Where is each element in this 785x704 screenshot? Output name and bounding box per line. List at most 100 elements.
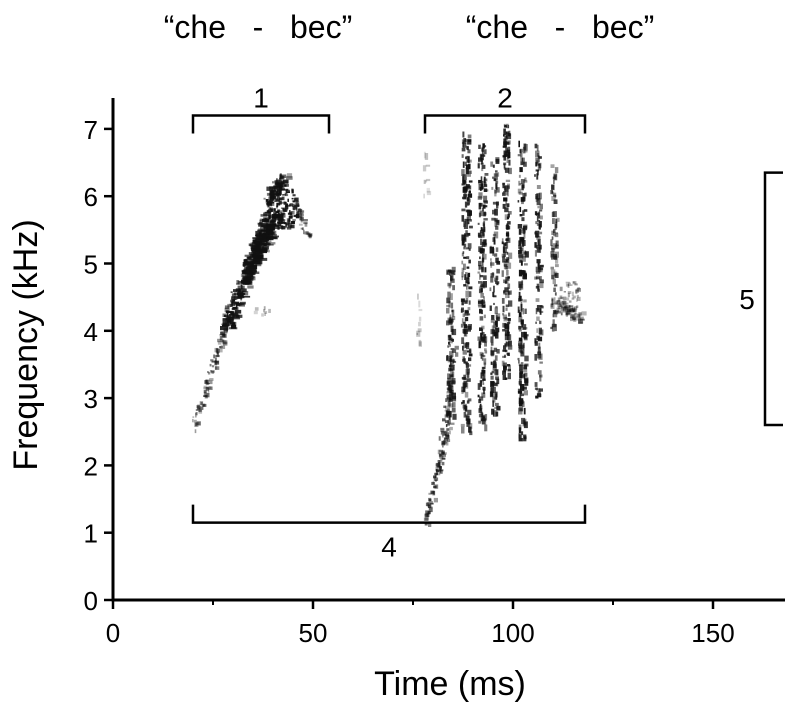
spectrogram-mark bbox=[506, 321, 510, 325]
bracket-4 bbox=[191, 504, 587, 524]
spectrogram-mark bbox=[254, 248, 262, 252]
spectrogram-mark bbox=[424, 513, 429, 517]
spectrogram-mark bbox=[520, 362, 524, 366]
spectrogram-mark bbox=[448, 339, 453, 344]
spectrogram-mark bbox=[225, 322, 227, 326]
spectrogram-mark bbox=[463, 361, 469, 364]
spectrogram-mark bbox=[276, 195, 280, 200]
spectrogram-mark bbox=[254, 307, 259, 311]
spectrogram-mark bbox=[507, 146, 511, 151]
spectrogram-mark bbox=[502, 305, 505, 313]
spectrogram-mark bbox=[291, 197, 294, 200]
spectrogram-mark bbox=[505, 232, 510, 237]
spectrogram-mark bbox=[481, 266, 484, 273]
spectrogram-mark bbox=[424, 516, 429, 521]
spectrogram-mark bbox=[539, 221, 542, 228]
spectrogram-mark bbox=[466, 378, 471, 382]
spectrogram-mark bbox=[564, 306, 567, 309]
spectrogram-mark bbox=[505, 307, 508, 311]
spectrogram-mark bbox=[534, 354, 538, 361]
spectrogram-mark bbox=[552, 211, 557, 217]
spectrogram-mark bbox=[292, 200, 295, 203]
spectrogram-mark bbox=[557, 303, 562, 307]
spectrogram-mark bbox=[286, 226, 292, 230]
spectrogram-mark bbox=[539, 209, 543, 212]
spectrogram-mark bbox=[562, 308, 565, 311]
spectrogram-mark bbox=[240, 284, 243, 286]
spectrogram-mark bbox=[464, 274, 466, 280]
spectrogram-mark bbox=[194, 429, 197, 434]
spectrogram-mark bbox=[576, 305, 579, 308]
spectrogram-mark bbox=[284, 184, 287, 187]
spectrogram-notes bbox=[192, 123, 587, 527]
spectrogram-mark bbox=[466, 184, 470, 188]
spectrogram-mark bbox=[482, 382, 485, 385]
spectrogram-mark bbox=[521, 280, 524, 285]
spectrogram-mark bbox=[424, 153, 429, 160]
spectrogram-mark bbox=[576, 298, 578, 302]
spectrogram-mark bbox=[572, 318, 575, 321]
spectrogram-mark bbox=[467, 170, 471, 177]
spectrogram-mark bbox=[522, 324, 527, 330]
spectrogram-mark bbox=[479, 396, 484, 401]
spectrogram-mark bbox=[465, 368, 470, 375]
spectrogram-mark bbox=[268, 236, 277, 239]
spectrogram-mark bbox=[481, 147, 484, 152]
spectrogram-mark bbox=[520, 351, 525, 357]
spectrogram-mark bbox=[461, 377, 466, 380]
spectrogram-mark bbox=[563, 305, 568, 309]
spectrogram-mark bbox=[428, 511, 431, 515]
spectrogram-mark bbox=[538, 192, 542, 200]
spectrogram-mark bbox=[482, 418, 486, 425]
spectrogram-mark bbox=[232, 307, 239, 311]
spectrogram-mark bbox=[507, 364, 510, 367]
spectrogram-mark bbox=[490, 276, 494, 283]
spectrogram-mark bbox=[223, 333, 227, 338]
spectrogram-mark bbox=[247, 275, 254, 280]
spectrogram-mark bbox=[477, 336, 480, 341]
spectrogram-mark bbox=[425, 502, 431, 506]
spectrogram-mark bbox=[478, 234, 482, 238]
spectrogram-mark bbox=[551, 325, 555, 332]
spectrogram-mark bbox=[242, 270, 250, 275]
spectrogram-mark bbox=[306, 232, 310, 236]
spectrogram-mark bbox=[278, 212, 280, 217]
spectrogram-mark bbox=[483, 334, 487, 339]
spectrogram-mark bbox=[214, 366, 220, 370]
spectrogram-mark bbox=[433, 485, 438, 489]
spectrogram-mark bbox=[493, 410, 497, 417]
spectrogram-mark bbox=[433, 485, 437, 489]
spectrogram-mark bbox=[483, 275, 487, 280]
spectrogram-mark bbox=[467, 193, 473, 198]
spectrogram-mark bbox=[502, 145, 507, 148]
spectrogram-mark bbox=[466, 202, 470, 206]
spectrogram-mark bbox=[448, 367, 452, 372]
spectrogram-mark bbox=[437, 449, 441, 455]
spectrogram-mark bbox=[265, 199, 269, 204]
spectrogram-mark bbox=[280, 181, 283, 185]
spectrogram-mark bbox=[450, 302, 454, 309]
spectrogram-mark bbox=[221, 331, 225, 336]
spectrogram-mark bbox=[501, 298, 505, 304]
spectrogram-mark bbox=[502, 370, 506, 375]
spectrogram-mark bbox=[227, 303, 231, 308]
spectrogram-mark bbox=[482, 253, 484, 260]
spectrogram-mark bbox=[231, 308, 235, 310]
spectrogram-mark bbox=[550, 239, 553, 246]
spectrogram-mark bbox=[523, 235, 526, 239]
syllable-label-left: “che - bec” bbox=[164, 9, 353, 45]
bracket-label-2: 2 bbox=[497, 82, 513, 113]
spectrogram-mark bbox=[447, 434, 449, 438]
spectrogram-mark bbox=[518, 291, 521, 299]
spectrogram-mark bbox=[483, 176, 486, 184]
spectrogram-mark bbox=[565, 281, 570, 284]
spectrogram-mark bbox=[504, 291, 508, 295]
spectrogram-mark bbox=[290, 224, 295, 229]
spectrogram-mark bbox=[523, 161, 527, 167]
spectrogram-mark bbox=[298, 223, 303, 226]
spectrogram-mark bbox=[518, 254, 524, 259]
spectrogram-mark bbox=[494, 355, 498, 361]
spectrogram-mark bbox=[440, 458, 443, 462]
spectrogram-mark bbox=[508, 300, 513, 307]
spectrogram-mark bbox=[270, 219, 274, 222]
